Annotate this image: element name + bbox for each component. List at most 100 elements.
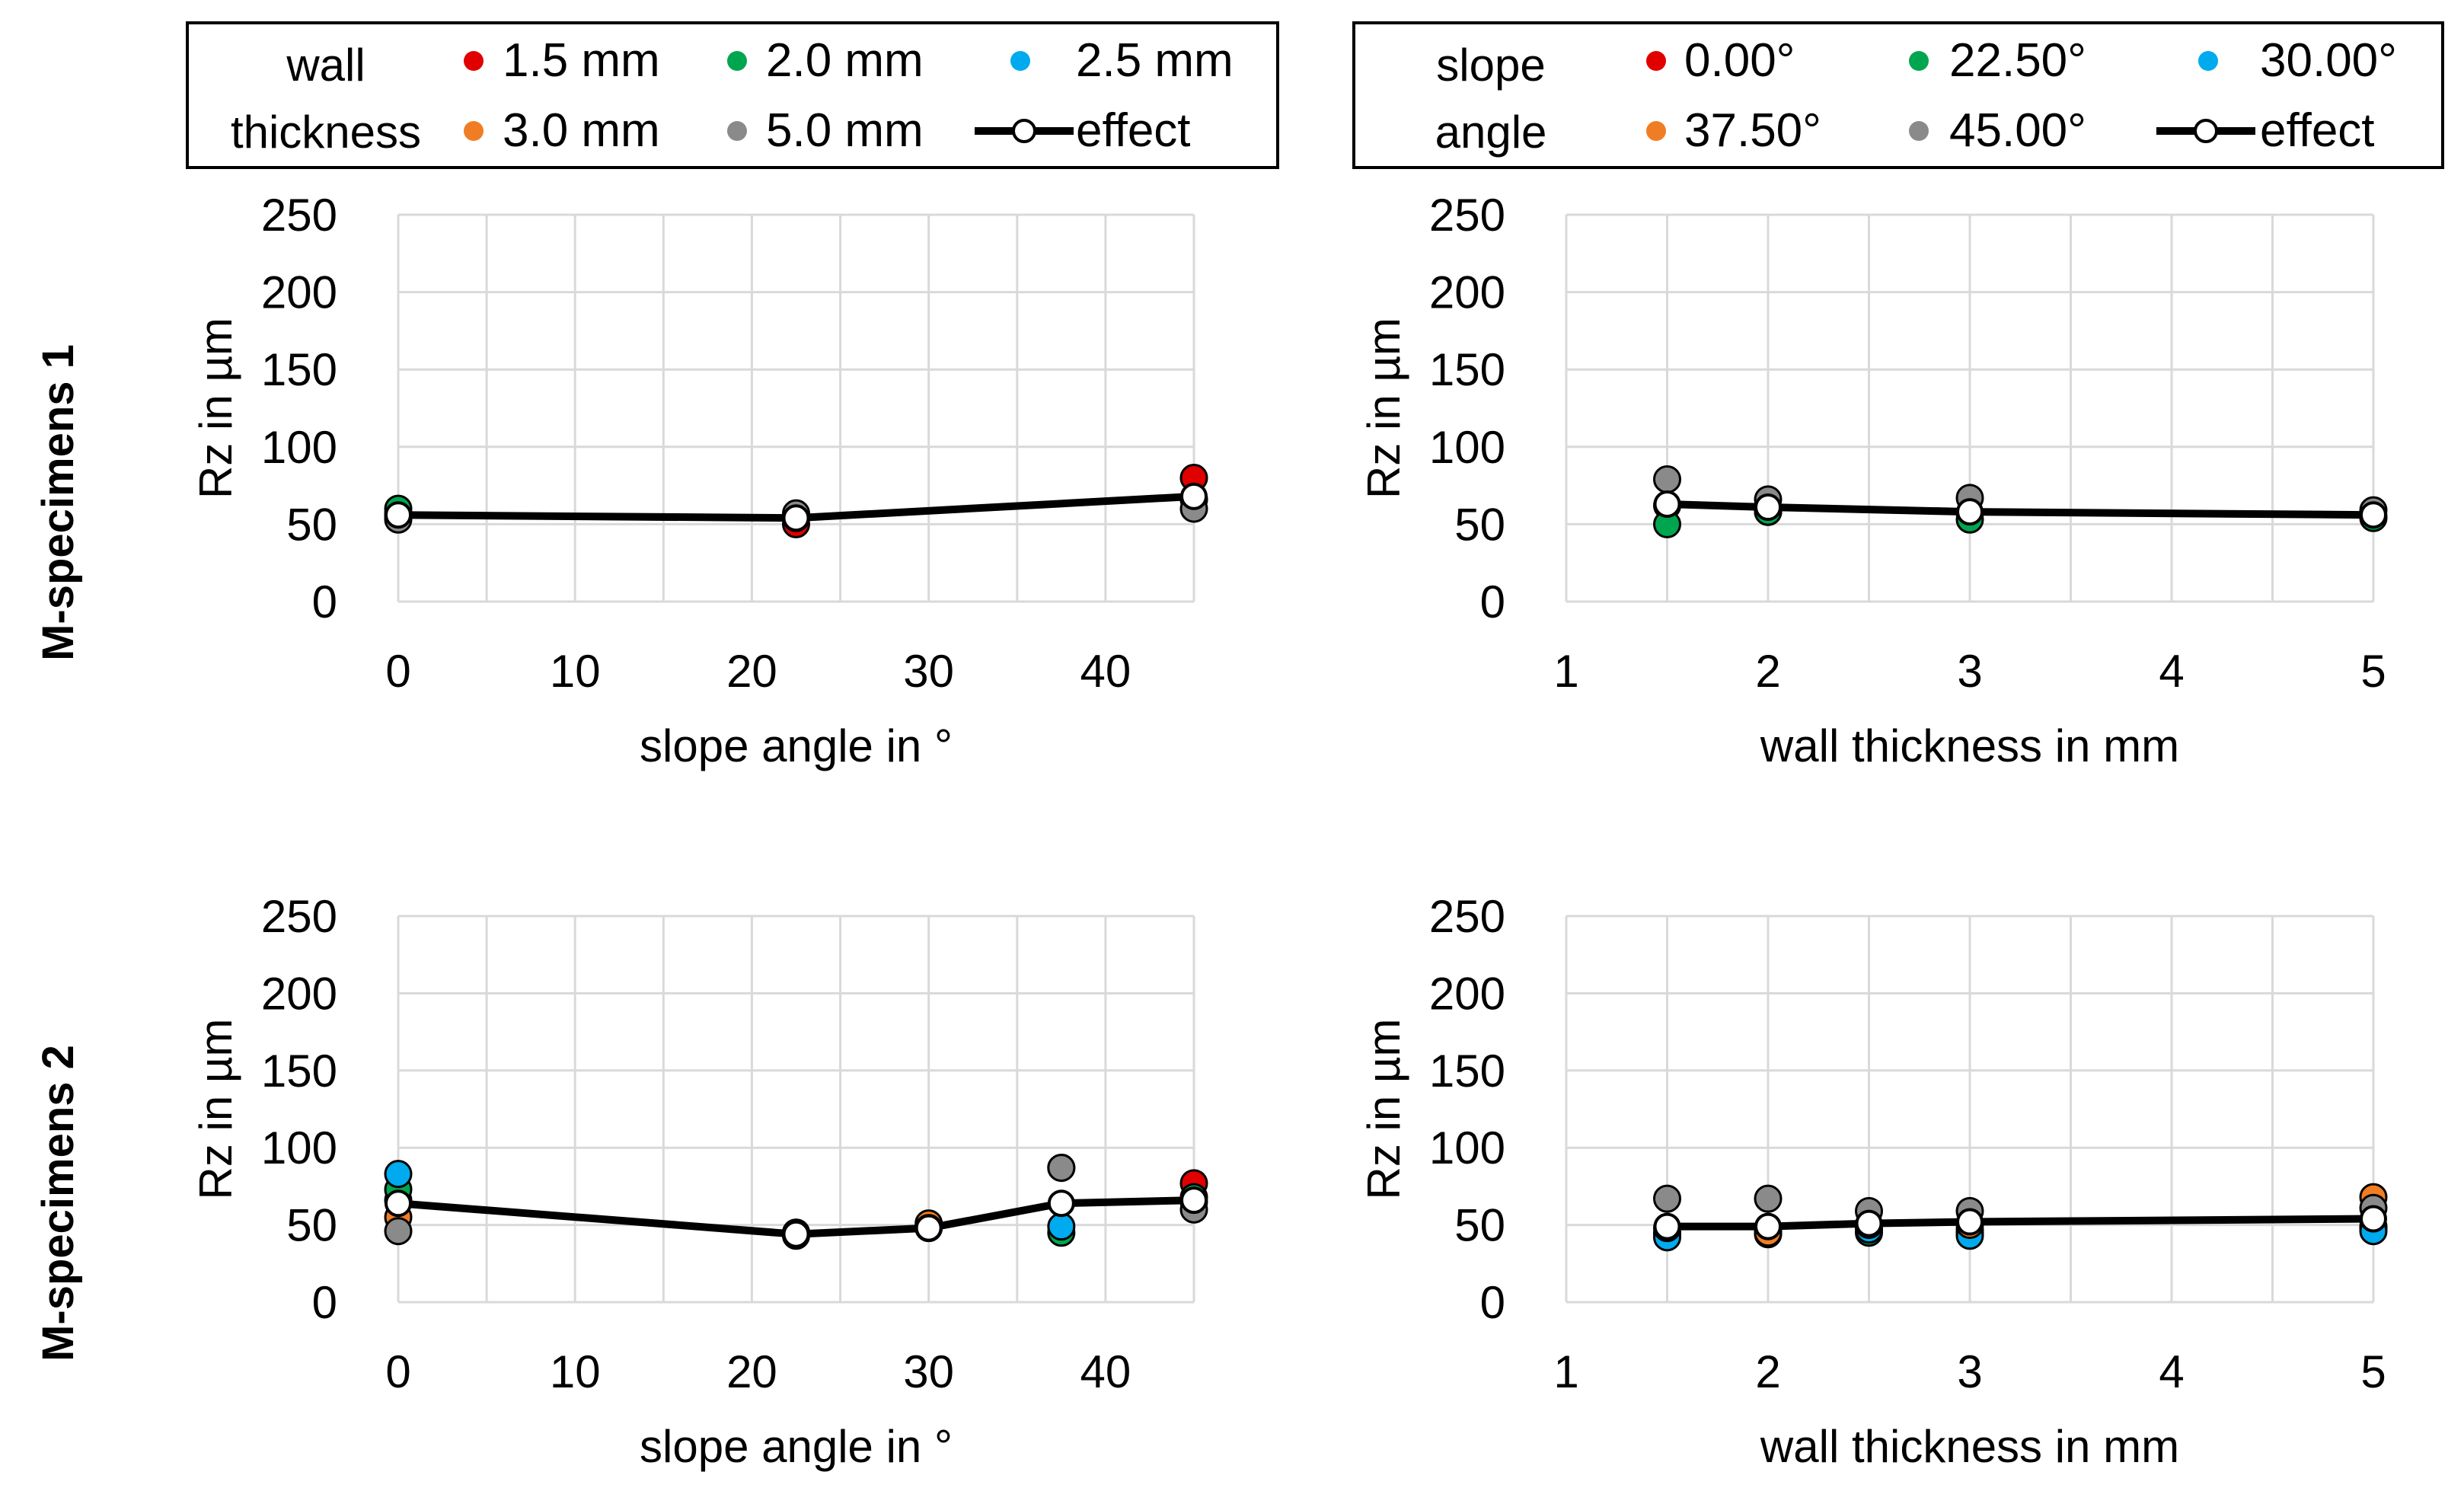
y-tick-label: 50 — [286, 1200, 337, 1251]
effect-line — [1667, 500, 2374, 519]
x-axis-label: slope angle in ° — [640, 1421, 953, 1472]
y-tick-label: 150 — [1429, 344, 1505, 395]
legend-label: 1.5 mm — [503, 34, 660, 87]
legend-title-line: slope — [1436, 40, 1545, 91]
effect-point — [914, 1214, 943, 1242]
data-point — [384, 1160, 413, 1189]
chart-panel-m2-slope: 0 50 100 150 200 250 0 10 20 30 40 slope angle in °… — [190, 891, 1208, 1472]
x-tick-label: 2 — [1755, 1346, 1780, 1397]
effect-point — [1956, 1208, 1984, 1236]
legend-title-line: thickness — [231, 107, 421, 158]
x-tick-label: 5 — [2360, 646, 2386, 697]
effect-point — [385, 1189, 412, 1218]
x-tick-label: 40 — [1080, 646, 1131, 697]
y-tick-label: 0 — [1480, 1277, 1505, 1328]
effect-point — [385, 501, 412, 529]
y-tick-label: 250 — [1429, 190, 1505, 241]
effect-point — [1180, 1186, 1208, 1215]
legend-label: 3.0 mm — [503, 104, 660, 157]
x-tick-label: 2 — [1755, 646, 1780, 697]
y-tick-label: 100 — [1429, 1122, 1505, 1173]
legend-label: 30.00° — [2260, 34, 2397, 87]
x-tick-label: 3 — [1957, 1346, 1982, 1397]
data-point — [1047, 1154, 1076, 1183]
x-tick-label: 10 — [550, 646, 601, 697]
legend-marker — [1010, 51, 1030, 71]
effect-point — [1855, 1209, 1883, 1237]
data-point — [384, 1217, 413, 1246]
y-axis-label: Rz in µm — [1358, 1019, 1409, 1200]
legend-marker — [1909, 51, 1929, 71]
legend-marker — [1646, 51, 1666, 71]
y-tick-label: 100 — [1429, 422, 1505, 473]
legend-label: 2.5 mm — [1076, 34, 1234, 87]
chart-panel-m1-thickness: 0 50 100 150 200 250 1 2 3 4 5 wall thickness in mm… — [1358, 190, 2388, 771]
legend-marker — [464, 51, 484, 71]
effect-point — [782, 504, 810, 532]
x-tick-label: 3 — [1957, 646, 1982, 697]
y-tick-label: 100 — [261, 1122, 337, 1173]
x-tick-label: 4 — [2159, 646, 2184, 697]
y-tick-label: 150 — [261, 344, 337, 395]
chart-panel-m1-slope: 0 50 100 150 200 250 0 10 20 30 40 slope angle in °… — [190, 190, 1208, 771]
y-tick-label: 250 — [261, 891, 337, 942]
legend-entry: 37.50° — [1646, 104, 1821, 157]
legend-title-line: wall — [286, 40, 365, 91]
legend-entry: 3.0 mm — [464, 104, 660, 157]
x-tick-label: 20 — [726, 1346, 777, 1397]
legend-marker — [464, 121, 484, 141]
effect-point — [1047, 1189, 1075, 1218]
legend-entry: effect — [2156, 104, 2375, 157]
legend-title-line: angle — [1435, 107, 1547, 158]
y-tick-label: 200 — [1429, 267, 1505, 318]
chart-panel-m2-thickness: 0 50 100 150 200 250 1 2 3 4 5 wall thickness in mm… — [1358, 891, 2388, 1472]
effect-point — [1653, 490, 1681, 518]
legend-label: effect — [1076, 104, 1191, 157]
legend-frame — [186, 21, 1279, 169]
x-tick-label: 5 — [2360, 1346, 2386, 1397]
legend-entry: 30.00° — [2198, 34, 2397, 87]
x-tick-label: 40 — [1080, 1346, 1131, 1397]
y-tick-label: 250 — [261, 190, 337, 241]
legend-marker — [1646, 121, 1666, 141]
y-tick-label: 0 — [1480, 576, 1505, 627]
effect-point — [1754, 1212, 1782, 1240]
x-axis-label: wall thickness in mm — [1760, 720, 2179, 771]
y-tick-label: 200 — [261, 267, 337, 318]
y-tick-label: 100 — [261, 422, 337, 473]
legend-marker — [2198, 51, 2218, 71]
y-tick-label: 50 — [1454, 1200, 1505, 1251]
legend-frame — [1352, 21, 2444, 169]
y-axis-label: Rz in µm — [190, 1019, 241, 1200]
x-tick-label: 0 — [385, 646, 410, 697]
y-tick-label: 0 — [312, 1277, 337, 1328]
legend-entry: 0.00° — [1646, 34, 1795, 87]
data-point — [1653, 1184, 1681, 1213]
row-label: M-specimens 1 — [34, 344, 83, 661]
effect-point — [2360, 501, 2387, 529]
legend-entry: 45.00° — [1909, 104, 2086, 157]
x-tick-label: 1 — [1553, 1346, 1578, 1397]
x-tick-label: 0 — [385, 1346, 410, 1397]
y-tick-label: 200 — [261, 968, 337, 1019]
legend-marker — [2194, 119, 2218, 143]
legend-label: 45.00° — [1949, 104, 2086, 157]
legend-label: 0.00° — [1684, 34, 1795, 87]
data-point — [1754, 1184, 1783, 1213]
legend-wall-thickness: wall thickness 1.5 mm 2.0 mm 2.5 mm 3.0 … — [186, 21, 1279, 169]
x-tick-label: 20 — [726, 646, 777, 697]
y-axis-label: Rz in µm — [190, 318, 241, 499]
x-tick-label: 10 — [550, 1346, 601, 1397]
x-tick-label: 4 — [2159, 1346, 2184, 1397]
legend-label: 2.0 mm — [766, 34, 924, 87]
y-tick-label: 150 — [261, 1046, 337, 1097]
x-tick-label: 30 — [903, 646, 954, 697]
y-tick-label: 150 — [1429, 1046, 1505, 1097]
legend-entry: 22.50° — [1909, 34, 2086, 87]
y-axis-label: Rz in µm — [1358, 318, 1409, 499]
effect-point — [782, 1220, 810, 1248]
legend-marker — [727, 121, 747, 141]
legend-entry: 2.5 mm — [1010, 34, 1234, 87]
legend-entry: 2.0 mm — [727, 34, 924, 87]
